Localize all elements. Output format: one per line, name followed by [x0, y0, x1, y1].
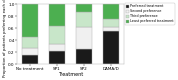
- Bar: [76, 12, 92, 27]
- Bar: [76, 49, 92, 64]
- Bar: [49, 51, 65, 64]
- Bar: [76, 27, 92, 49]
- Legend: Preferred treatment, Second preference, Third preference, Least preferred treatm: Preferred treatment, Second preference, …: [125, 3, 175, 25]
- Bar: [49, 26, 65, 44]
- Bar: [49, 4, 65, 26]
- X-axis label: Treatment: Treatment: [58, 72, 83, 77]
- Y-axis label: Proportion of patients preferring each class: Proportion of patients preferring each c…: [3, 0, 7, 77]
- Bar: [103, 4, 119, 19]
- Bar: [103, 31, 119, 64]
- Bar: [49, 44, 65, 51]
- Bar: [103, 27, 119, 31]
- Bar: [103, 19, 119, 27]
- Bar: [22, 55, 38, 64]
- Bar: [22, 4, 38, 37]
- Bar: [22, 48, 38, 55]
- Bar: [22, 37, 38, 48]
- Bar: [76, 4, 92, 12]
